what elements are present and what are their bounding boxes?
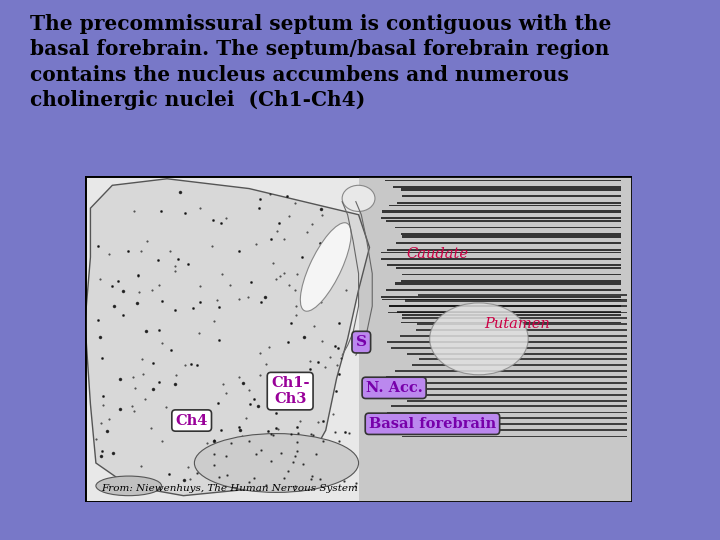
Bar <box>397 202 621 204</box>
Bar <box>402 314 621 316</box>
Bar <box>387 312 626 313</box>
Bar <box>400 188 621 191</box>
Bar <box>387 289 621 291</box>
Bar <box>402 235 621 238</box>
Bar <box>391 405 626 408</box>
Bar <box>385 180 621 181</box>
Text: Basal forebrain: Basal forebrain <box>369 417 496 431</box>
Bar <box>402 436 626 437</box>
Bar <box>396 267 621 269</box>
Bar <box>389 205 621 206</box>
Text: The precommissural septum is contiguous with the
basal forebrain. The septum/bas: The precommissural septum is contiguous … <box>30 14 611 110</box>
Bar <box>415 329 626 331</box>
Text: Caudate: Caudate <box>407 247 469 261</box>
Bar <box>401 233 621 235</box>
Ellipse shape <box>96 476 161 496</box>
Bar <box>400 321 621 322</box>
Bar <box>387 249 621 251</box>
Bar <box>387 411 626 413</box>
Bar <box>382 170 621 172</box>
Bar <box>395 227 621 228</box>
Bar <box>415 423 626 425</box>
Text: Ch4: Ch4 <box>176 414 208 428</box>
Ellipse shape <box>430 303 528 375</box>
Bar <box>395 282 621 285</box>
Bar <box>381 173 621 175</box>
Bar <box>387 341 626 343</box>
Bar <box>395 370 626 372</box>
Bar <box>389 306 626 307</box>
Text: N. Acc.: N. Acc. <box>366 381 423 395</box>
Bar <box>395 382 626 384</box>
Text: From: Niewenhuys, The Human Nervous System: From: Niewenhuys, The Human Nervous Syst… <box>102 484 359 494</box>
Bar <box>412 388 626 390</box>
Bar <box>386 220 621 222</box>
Text: Putamen: Putamen <box>485 317 550 331</box>
Bar <box>408 353 626 355</box>
Bar <box>381 217 621 219</box>
Bar <box>359 176 632 502</box>
Text: Ch1-
Ch3: Ch1- Ch3 <box>271 376 310 406</box>
Polygon shape <box>85 179 369 496</box>
Ellipse shape <box>194 434 359 492</box>
Ellipse shape <box>300 222 351 311</box>
Bar <box>412 364 626 366</box>
Bar <box>402 274 621 275</box>
Bar <box>387 264 621 266</box>
Bar <box>418 394 626 396</box>
Bar <box>381 296 621 298</box>
Bar <box>405 299 626 302</box>
Bar <box>402 195 621 197</box>
Text: S: S <box>356 335 366 349</box>
Bar <box>393 186 621 188</box>
Bar <box>382 258 621 260</box>
Bar <box>400 417 626 419</box>
Bar <box>401 280 621 282</box>
Bar <box>417 323 626 325</box>
Bar <box>400 335 626 337</box>
Ellipse shape <box>342 185 375 212</box>
Bar <box>382 252 621 253</box>
Bar <box>389 305 621 307</box>
Bar <box>382 299 621 300</box>
Bar <box>417 429 626 431</box>
Bar <box>397 311 621 314</box>
Bar <box>386 376 626 378</box>
Bar <box>396 242 621 244</box>
Bar <box>402 317 626 319</box>
Bar <box>408 400 626 402</box>
Bar <box>418 294 626 296</box>
Bar <box>391 347 626 349</box>
Bar <box>418 359 626 360</box>
Bar <box>382 211 621 213</box>
